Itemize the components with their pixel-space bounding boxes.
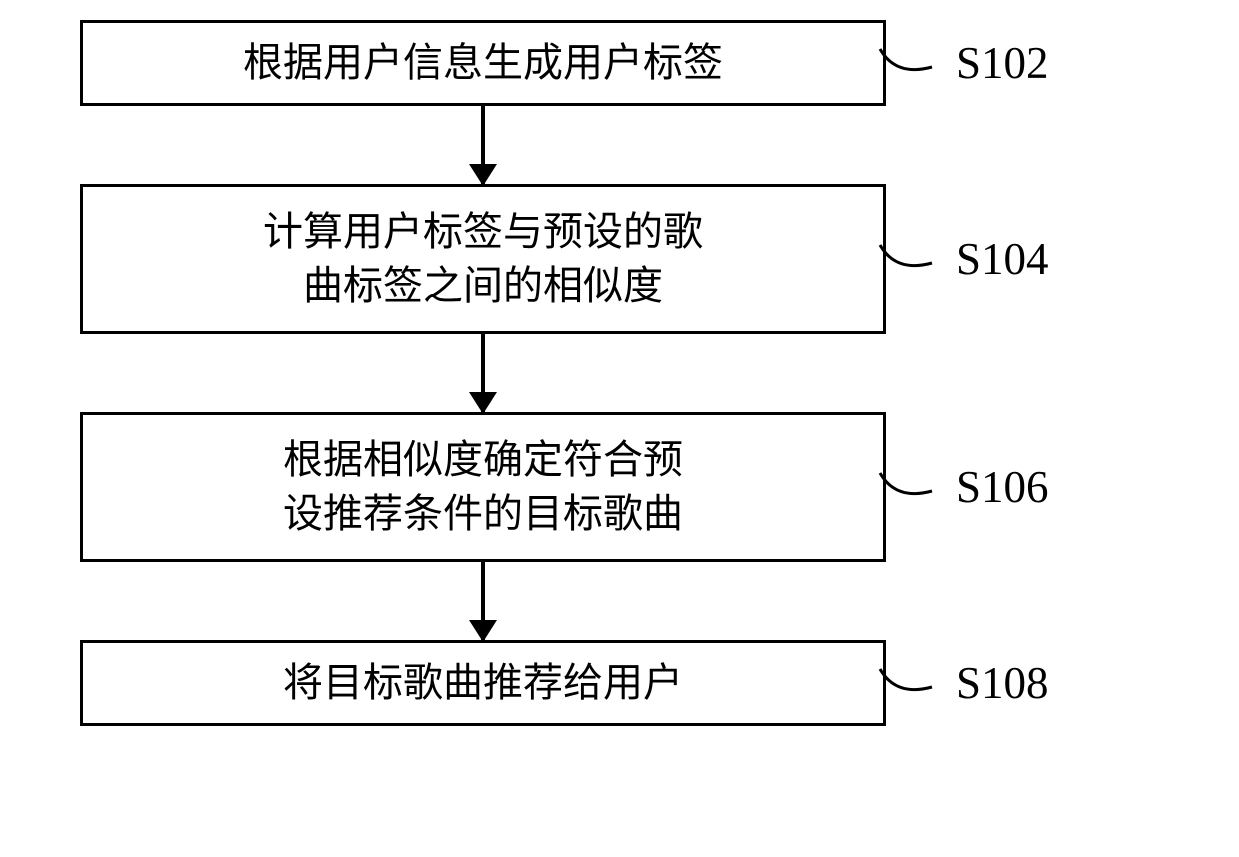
- label-connector-tick: [878, 467, 938, 507]
- flow-step-text: 根据用户信息生成用户标签: [243, 36, 723, 90]
- flow-step-label-s104: S104: [956, 233, 1049, 285]
- flow-step-label-s106: S106: [956, 461, 1049, 513]
- arrowhead-down-icon: [469, 620, 497, 642]
- label-connector-tick: [878, 239, 938, 279]
- label-connector-tick: [878, 43, 938, 83]
- flow-step-s102: 根据用户信息生成用户标签: [80, 20, 886, 106]
- flow-arrow: [481, 334, 485, 412]
- flow-arrow: [481, 106, 485, 184]
- flow-row: 根据相似度确定符合预 设推荐条件的目标歌曲 S106: [80, 412, 1160, 562]
- flow-step-text: 根据相似度确定符合预 设推荐条件的目标歌曲: [283, 433, 683, 541]
- flow-step-label-s102: S102: [956, 37, 1049, 89]
- flow-arrow: [481, 562, 485, 640]
- connector-wrap: [80, 562, 886, 640]
- flowchart-container: 根据用户信息生成用户标签 S102 计算用户标签与预设的歌 曲标签之间的相似度 …: [80, 20, 1160, 726]
- flow-step-s106: 根据相似度确定符合预 设推荐条件的目标歌曲: [80, 412, 886, 562]
- arrowhead-down-icon: [469, 164, 497, 186]
- arrowhead-down-icon: [469, 392, 497, 414]
- connector-wrap: [80, 334, 886, 412]
- connector-wrap: [80, 106, 886, 184]
- flow-step-s104: 计算用户标签与预设的歌 曲标签之间的相似度: [80, 184, 886, 334]
- flow-row: 计算用户标签与预设的歌 曲标签之间的相似度 S104: [80, 184, 1160, 334]
- flow-row: 根据用户信息生成用户标签 S102: [80, 20, 1160, 106]
- flow-row: 将目标歌曲推荐给用户 S108: [80, 640, 1160, 726]
- label-connector-tick: [878, 663, 938, 703]
- flow-step-text: 计算用户标签与预设的歌 曲标签之间的相似度: [263, 205, 703, 313]
- flow-step-text: 将目标歌曲推荐给用户: [283, 656, 683, 710]
- flow-step-s108: 将目标歌曲推荐给用户: [80, 640, 886, 726]
- flow-step-label-s108: S108: [956, 657, 1049, 709]
